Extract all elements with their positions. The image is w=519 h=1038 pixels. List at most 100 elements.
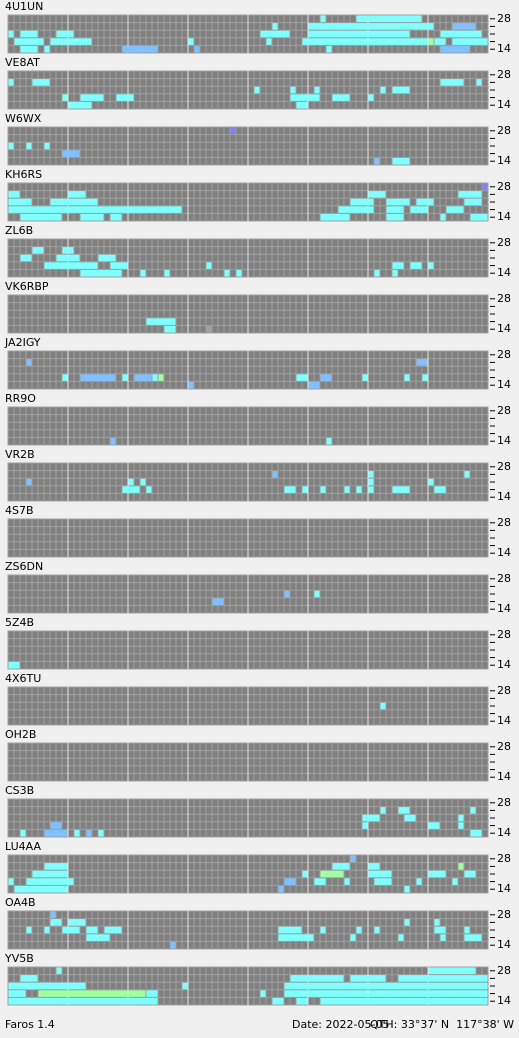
signal-cells	[56, 967, 62, 975]
signal-cells	[332, 863, 350, 870]
signal-cells	[404, 374, 410, 381]
signal-cells	[302, 486, 308, 493]
signal-cells	[380, 807, 386, 814]
signal-cells	[320, 15, 326, 23]
signal-cells	[44, 142, 50, 150]
signal-cells	[392, 486, 410, 493]
signal-cells	[368, 94, 374, 101]
band-label-bottom: 14	[497, 434, 511, 447]
signal-cells	[272, 997, 284, 1005]
signal-cells	[440, 45, 470, 53]
signal-cells	[86, 926, 98, 934]
signal-cells	[50, 919, 62, 926]
signal-cells	[434, 926, 446, 934]
signal-cells	[440, 934, 446, 941]
signal-cells	[62, 374, 68, 381]
signal-cells	[320, 997, 488, 1005]
signal-cells	[182, 982, 188, 990]
signal-cells	[86, 829, 92, 837]
band-label-top: 28	[497, 964, 511, 977]
signal-cells	[56, 30, 74, 38]
station-name: KH6RS	[5, 168, 42, 181]
signal-cells	[452, 38, 488, 45]
station-name: W6WX	[5, 112, 42, 125]
signal-cells	[290, 975, 344, 982]
signal-cells	[62, 94, 68, 101]
station-name: YV5B	[4, 952, 34, 965]
signal-cells	[440, 79, 464, 86]
signal-cells	[8, 79, 14, 86]
signal-cells	[26, 878, 74, 885]
signal-cells	[350, 198, 374, 206]
signal-cells	[236, 269, 242, 277]
signal-cells	[320, 486, 326, 493]
station-name: VK6RBP	[5, 280, 49, 293]
signal-cells	[464, 471, 470, 478]
band-label-bottom: 14	[497, 42, 511, 55]
band-label-top: 28	[497, 908, 511, 921]
signal-cells	[374, 157, 380, 165]
signal-cells	[14, 38, 44, 45]
signal-cells	[8, 661, 20, 669]
band-label-top: 28	[497, 124, 511, 137]
signal-cells	[26, 359, 32, 366]
signal-cells	[380, 702, 386, 710]
signal-cells	[302, 38, 428, 45]
signal-cells	[302, 870, 308, 878]
signal-cells	[404, 919, 410, 926]
signal-cells	[416, 359, 428, 366]
signal-cells	[386, 213, 404, 221]
signal-cells	[368, 478, 374, 486]
signal-cells	[80, 374, 116, 381]
band-label-bottom: 14	[497, 490, 511, 503]
signal-cells	[104, 926, 122, 934]
signal-cells	[398, 975, 488, 982]
band-label-top: 28	[497, 68, 511, 81]
signal-cells	[356, 15, 422, 23]
band-label-top: 28	[497, 740, 511, 753]
signal-cells	[20, 254, 32, 262]
signal-cells	[464, 934, 482, 941]
signal-cells	[314, 86, 320, 94]
signal-cells	[308, 381, 320, 389]
signal-cells	[56, 254, 80, 262]
signal-cells	[134, 374, 152, 381]
signal-cells	[26, 142, 32, 150]
station-name: RR9O	[5, 392, 36, 405]
band-label-bottom: 14	[497, 714, 511, 727]
signal-cells	[374, 926, 380, 934]
station-name: ZL6B	[5, 224, 33, 237]
signal-cells	[314, 590, 320, 598]
signal-cells	[428, 822, 440, 829]
signal-cells	[380, 86, 386, 94]
signal-cells	[20, 213, 62, 221]
signal-cells	[368, 471, 374, 478]
signal-cells	[68, 101, 92, 109]
signal-cells	[8, 997, 158, 1005]
signal-cells	[20, 975, 38, 982]
signal-cells	[368, 863, 380, 870]
signal-cells	[416, 198, 434, 206]
signal-cells	[62, 247, 74, 254]
signal-cells	[344, 486, 350, 493]
signal-cells	[428, 870, 446, 878]
signal-cells	[356, 486, 362, 493]
signal-cells	[44, 926, 50, 934]
signal-cells	[146, 318, 176, 325]
band-label-top: 28	[497, 12, 511, 25]
signal-cells	[272, 471, 278, 478]
signal-cells	[464, 870, 476, 878]
signal-cells	[116, 94, 134, 101]
signal-cells	[410, 262, 422, 269]
band-label-top: 28	[497, 180, 511, 193]
band-label-top: 28	[497, 628, 511, 641]
signal-cells	[398, 934, 404, 941]
band-label-top: 28	[497, 684, 511, 697]
signal-cells	[122, 45, 158, 53]
signal-cells	[80, 94, 104, 101]
signal-cells	[122, 374, 128, 381]
signal-cells	[440, 30, 482, 38]
signal-cells	[206, 325, 212, 333]
signal-cells	[110, 262, 128, 269]
